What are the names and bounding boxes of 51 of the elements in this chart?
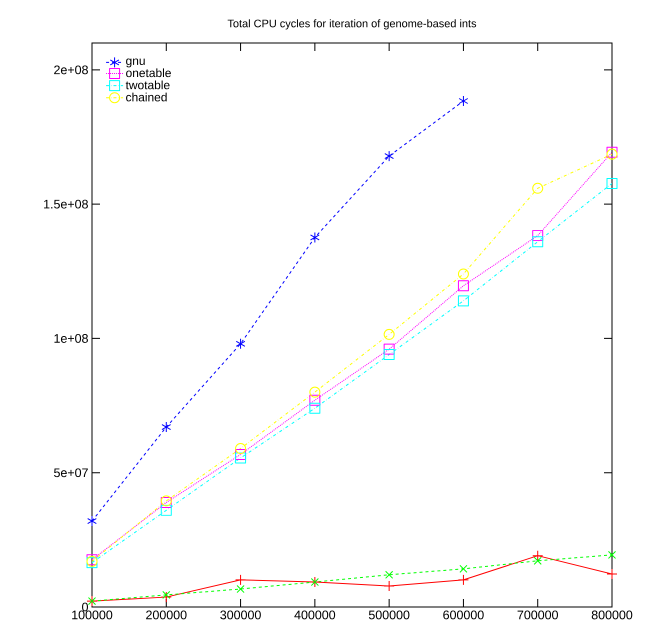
point (87, 516, 97, 527)
point (458, 280, 469, 292)
legend-label: chained (126, 92, 167, 102)
point (235, 452, 246, 464)
point (606, 178, 618, 189)
point (458, 268, 469, 280)
point (532, 236, 544, 248)
y-tick-label: 1.5e+08 (44, 200, 88, 209)
point (384, 150, 394, 162)
point (236, 338, 246, 350)
point (606, 568, 618, 580)
point (309, 402, 320, 414)
x-tick-label: 700000 (518, 610, 558, 620)
point (458, 96, 468, 107)
chart-title: Total CPU cycles for iteration of genome-based ints (228, 19, 476, 30)
x-tick-label: 100000 (72, 610, 112, 620)
y-tick-label: 1e+08 (54, 334, 88, 343)
point (532, 182, 544, 194)
x-tick-label: 600000 (443, 610, 484, 620)
point (459, 564, 468, 573)
point (384, 349, 395, 360)
x-tick-label: 300000 (220, 610, 261, 620)
point (161, 422, 172, 433)
legend-label: gnu (126, 58, 145, 68)
point (532, 230, 544, 242)
point (384, 328, 395, 340)
x-tick-label: 800000 (592, 610, 632, 620)
point (309, 386, 320, 398)
point (236, 584, 245, 594)
point (534, 556, 542, 565)
legend-label: twotable (126, 80, 170, 90)
x-tick-label: 500000 (368, 610, 410, 620)
point (385, 570, 394, 579)
point (310, 232, 320, 243)
legend-label: onetable (126, 68, 171, 78)
y-tick-label: 5e+07 (54, 468, 88, 478)
x-tick-label: 200000 (146, 610, 187, 620)
point (160, 592, 172, 603)
point (458, 574, 469, 586)
point (160, 504, 172, 516)
y-tick-label: 0 (82, 602, 88, 612)
point (309, 394, 320, 406)
point (608, 550, 616, 559)
point (235, 574, 246, 586)
point (532, 550, 544, 562)
point (458, 295, 469, 306)
y-tick-label: 2e+08 (54, 65, 88, 74)
point (235, 443, 246, 454)
point (384, 580, 395, 592)
x-tick-label: 400000 (294, 610, 336, 620)
point (162, 590, 170, 599)
